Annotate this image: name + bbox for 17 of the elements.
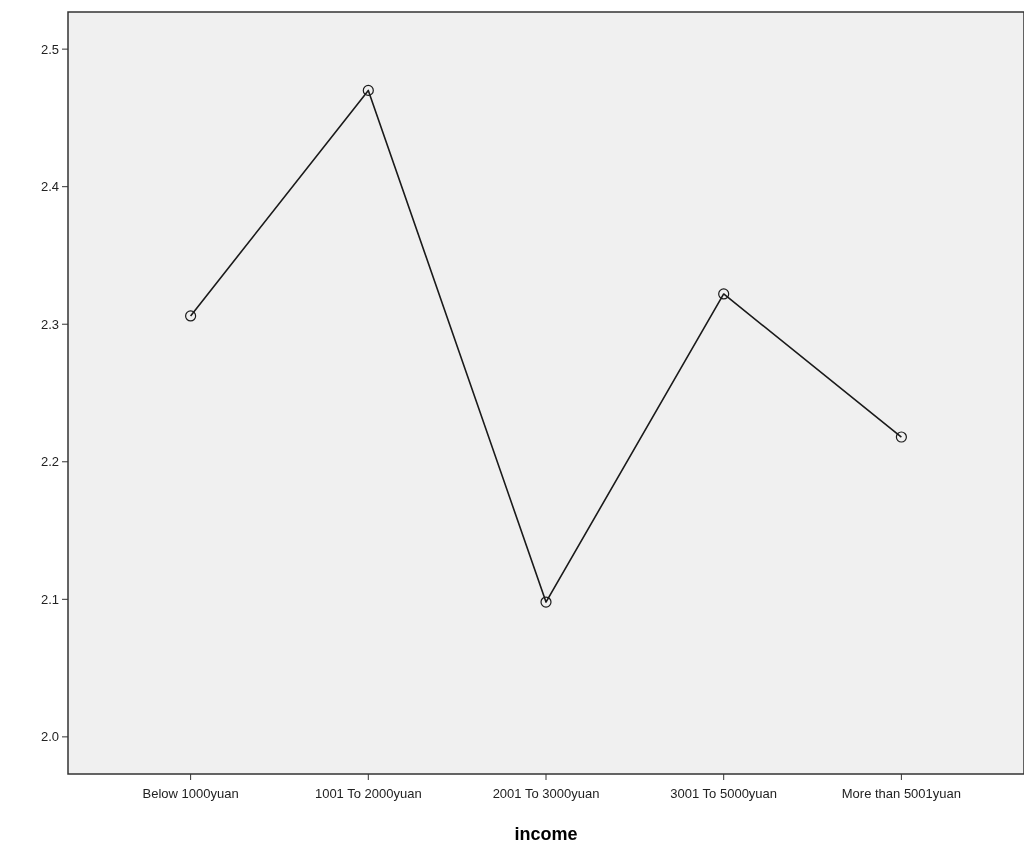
x-tick-label: 3001 To 5000yuan [670, 786, 778, 801]
point [185, 310, 197, 322]
y-tick-label: 2.5 [40, 41, 59, 57]
x-axis-title: income [514, 824, 578, 844]
y-tick-label: 2.2 [40, 454, 59, 470]
point [362, 84, 374, 96]
x-tick-label: Below 1000yuan [142, 786, 239, 801]
x-tick-label: More than 5001yuan [841, 786, 962, 801]
x-tick-label: 1001 To 2000yuan [314, 786, 422, 801]
point [895, 431, 907, 443]
x-tick-label: 2001 To 3000yuan [492, 786, 600, 801]
point [718, 288, 730, 300]
y-tick-label: 2.1 [40, 591, 59, 607]
point [540, 596, 552, 608]
y-tick-label: 2.4 [40, 179, 59, 195]
y-tick-label: 2.0 [40, 729, 59, 745]
y-tick-label: 2.3 [40, 316, 59, 332]
